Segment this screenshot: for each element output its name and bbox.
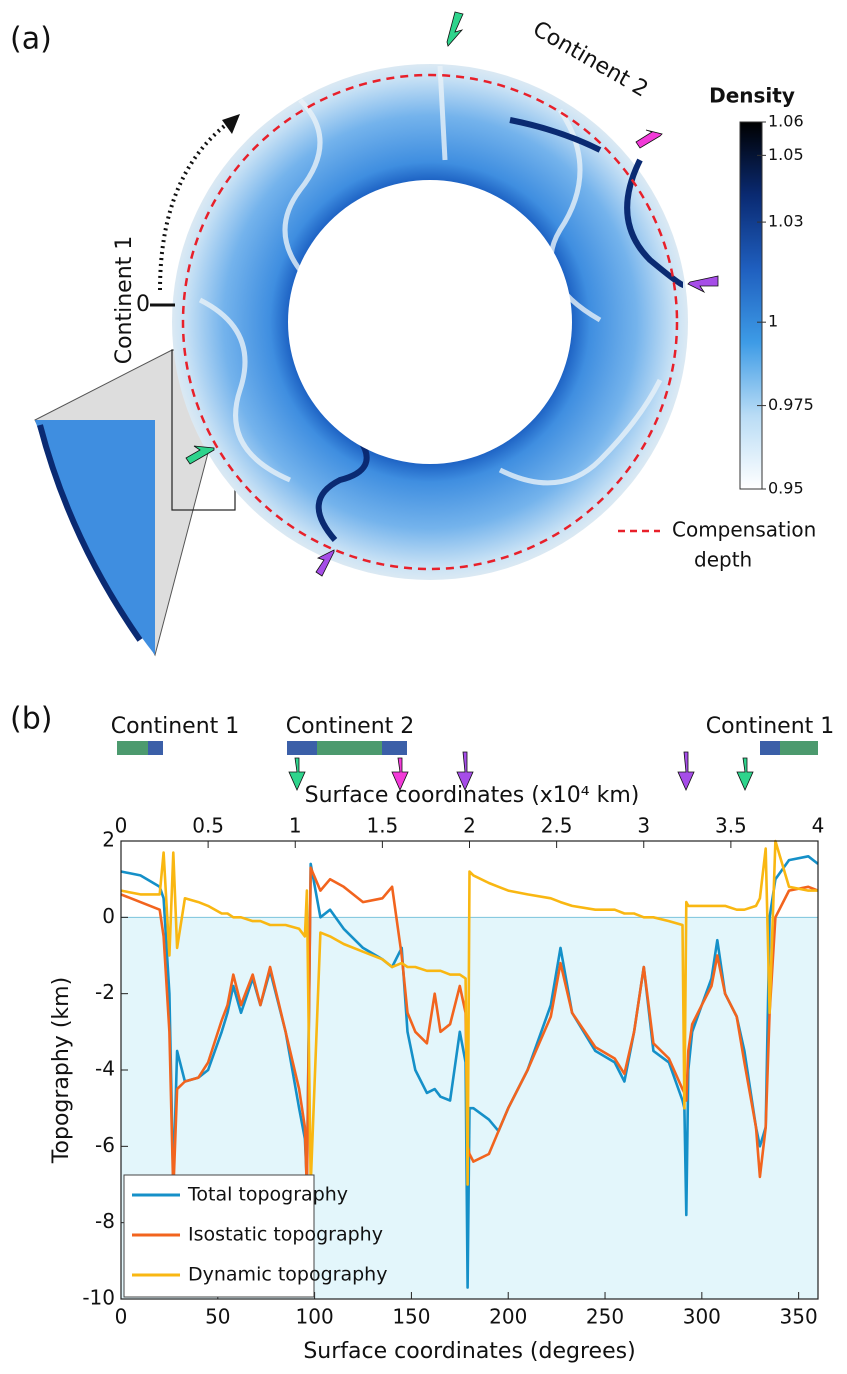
arrow-head [222, 114, 240, 134]
x-tick-label: 200 [489, 1305, 527, 1329]
y-tick-label: -8 [95, 1209, 115, 1233]
x-tick-label: 100 [296, 1305, 334, 1329]
x2-tick-label: 0.5 [192, 814, 224, 838]
panel-label: (b) [10, 702, 52, 737]
y-axis-label: Topography (km) [49, 977, 74, 1164]
y-tick-label: -2 [95, 980, 115, 1004]
x-tick-label: 350 [780, 1305, 818, 1329]
compensation-depth [181, 73, 679, 571]
legend-label: Compensation [672, 518, 816, 542]
x-tick-label: 150 [392, 1305, 430, 1329]
legend-label: Total topography [187, 1184, 348, 1206]
x2-tick-label: 0 [115, 814, 128, 838]
colorbar-tick-label: 1.03 [768, 212, 804, 231]
x2-tick-label: 4 [812, 814, 825, 838]
y-tick-label: -10 [82, 1286, 115, 1310]
colorbar-tick-label: 1.06 [768, 112, 804, 131]
continent-label: Continent 1 [706, 714, 835, 739]
y-tick-label: -4 [95, 1057, 115, 1081]
x2-tick-label: 3.5 [715, 814, 747, 838]
panel-label: (a) [10, 22, 52, 57]
colorbar [739, 121, 763, 490]
colorbar-tick-label: 1 [768, 312, 778, 331]
colorbar-tick-label: 1.05 [768, 145, 804, 164]
continent-label: Continent 2 [528, 17, 652, 103]
x2-tick-label: 1 [289, 814, 302, 838]
y-tick-label: -6 [95, 1133, 115, 1157]
plate-arrows [185, 11, 719, 577]
x-axis-label: Surface coordinates (degrees) [303, 1339, 635, 1364]
plate-arrows [288, 751, 754, 791]
x-tick-label: 300 [683, 1305, 721, 1329]
y-tick-label: 2 [102, 828, 115, 852]
x-tick-label: 50 [205, 1305, 230, 1329]
continent-label: Continent 1 [111, 714, 240, 739]
colorbar-tick-label: 0.95 [768, 479, 804, 498]
legend-label: Isostatic topography [188, 1224, 383, 1246]
legend-label: depth [694, 548, 752, 572]
continent-bars [117, 741, 818, 755]
core [288, 180, 572, 464]
x2-tick-label: 2.5 [541, 814, 573, 838]
continent-label: Continent 2 [286, 714, 415, 739]
y-tick-label: 0 [102, 904, 115, 928]
x2-tick-label: 2 [463, 814, 476, 838]
series-line [120, 839, 818, 1186]
inset-slab [37, 424, 143, 642]
x-tick-label: 0 [115, 1305, 128, 1329]
slabs [315, 117, 684, 542]
origin-label: 0 [136, 292, 150, 317]
x2-axis-label: Surface coordinates (x10⁴ km) [305, 783, 640, 808]
colorbar-title: Density [709, 84, 795, 108]
x2-tick-label: 1.5 [366, 814, 398, 838]
x-tick-label: 250 [586, 1305, 624, 1329]
zoom-inset [35, 420, 155, 655]
x2-tick-label: 3 [637, 814, 650, 838]
legend-label: Dynamic topography [188, 1264, 387, 1286]
continent-label: Continent 1 [112, 236, 137, 365]
colorbar-tick-label: 0.975 [768, 395, 814, 414]
